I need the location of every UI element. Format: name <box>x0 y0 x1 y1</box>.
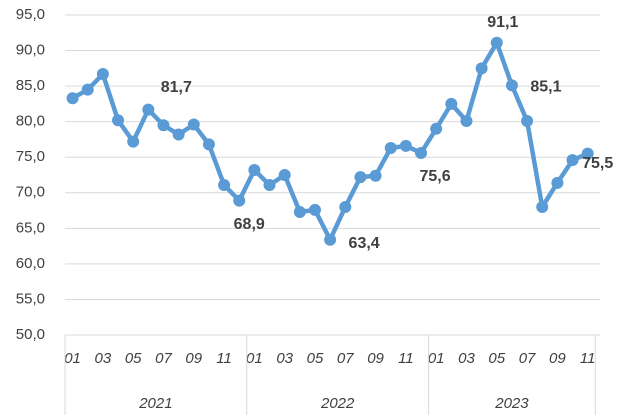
x-tick-label: 05 <box>307 350 324 367</box>
y-tick-label: 55,0 <box>16 290 45 307</box>
x-tick-label: 01 <box>246 350 263 367</box>
data-point <box>172 128 185 141</box>
data-label: 68,9 <box>234 216 265 233</box>
y-tick-label: 70,0 <box>16 184 45 201</box>
data-point <box>521 114 534 127</box>
data-point <box>490 36 503 49</box>
x-tick-label: 03 <box>276 350 293 367</box>
series-line <box>71 40 589 242</box>
x-group-label: 2023 <box>494 395 529 412</box>
x-tick-label: 09 <box>185 350 202 367</box>
y-tick-label: 50,0 <box>16 326 45 343</box>
data-point <box>278 169 291 181</box>
data-point <box>384 141 397 154</box>
data-point <box>445 97 458 110</box>
data-point <box>505 79 518 92</box>
data-point <box>551 176 564 189</box>
data-point <box>218 178 231 191</box>
data-point <box>263 178 276 191</box>
y-tick-label: 65,0 <box>16 219 45 236</box>
data-point <box>369 169 382 182</box>
data-point <box>142 103 155 116</box>
data-point <box>112 114 125 127</box>
y-tick-label: 85,0 <box>16 77 45 94</box>
data-label: 91,1 <box>487 14 518 31</box>
data-point <box>581 147 594 160</box>
x-tick-label: 07 <box>155 350 172 367</box>
data-label: 75,6 <box>419 168 450 185</box>
x-tick-label: 05 <box>488 350 505 367</box>
data-point <box>475 62 488 75</box>
x-tick-label: 09 <box>549 350 566 367</box>
data-label: 63,4 <box>349 235 380 252</box>
y-tick-label: 95,0 <box>16 6 45 23</box>
y-tick-label: 80,0 <box>16 113 45 130</box>
data-point <box>308 203 321 216</box>
x-tick-label: 01 <box>428 350 445 367</box>
data-label: 81,7 <box>161 79 192 96</box>
data-label: 85,1 <box>530 79 561 96</box>
data-point <box>202 138 215 151</box>
x-tick-label: 11 <box>216 350 232 367</box>
data-point <box>415 146 428 159</box>
data-point <box>96 68 109 81</box>
x-tick-label: 11 <box>398 350 414 367</box>
data-point <box>127 135 140 148</box>
data-point <box>81 83 94 96</box>
x-tick-label: 01 <box>64 350 81 367</box>
x-group-label: 2022 <box>320 395 355 412</box>
data-point <box>339 201 352 213</box>
data-point <box>248 164 261 177</box>
x-tick-label: 07 <box>519 350 536 367</box>
x-tick-label: 09 <box>367 350 384 367</box>
y-tick-label: 75,0 <box>16 148 45 165</box>
y-tick-label: 60,0 <box>16 255 45 272</box>
y-tick-label: 90,0 <box>16 42 45 59</box>
x-tick-label: 07 <box>337 350 354 367</box>
data-point <box>233 194 246 207</box>
x-tick-label: 03 <box>95 350 112 367</box>
data-label: 75,5 <box>582 155 613 172</box>
data-point <box>66 92 79 105</box>
data-point <box>536 201 549 213</box>
data-point <box>187 118 200 131</box>
x-tick-label: 11 <box>580 350 596 367</box>
data-point <box>354 171 367 184</box>
data-point <box>430 122 443 135</box>
data-point <box>157 119 170 132</box>
data-point <box>399 139 412 152</box>
x-group-label: 2021 <box>138 395 172 412</box>
data-point <box>293 205 306 218</box>
data-point <box>460 114 473 127</box>
data-point <box>324 233 337 246</box>
data-point <box>566 154 579 167</box>
x-tick-label: 03 <box>458 350 475 367</box>
x-tick-label: 05 <box>125 350 142 367</box>
